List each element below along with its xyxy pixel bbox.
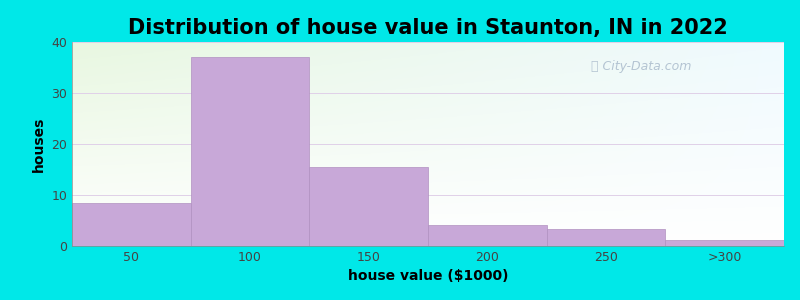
Bar bbox=[72, 202, 190, 246]
X-axis label: house value ($1000): house value ($1000) bbox=[348, 269, 508, 284]
Bar bbox=[190, 57, 310, 246]
Y-axis label: houses: houses bbox=[32, 116, 46, 172]
Text: ⓘ City-Data.com: ⓘ City-Data.com bbox=[591, 60, 692, 73]
Bar bbox=[310, 167, 428, 246]
Bar bbox=[546, 229, 666, 246]
Bar bbox=[666, 240, 784, 246]
Bar bbox=[428, 225, 546, 246]
Title: Distribution of house value in Staunton, IN in 2022: Distribution of house value in Staunton,… bbox=[128, 18, 728, 38]
